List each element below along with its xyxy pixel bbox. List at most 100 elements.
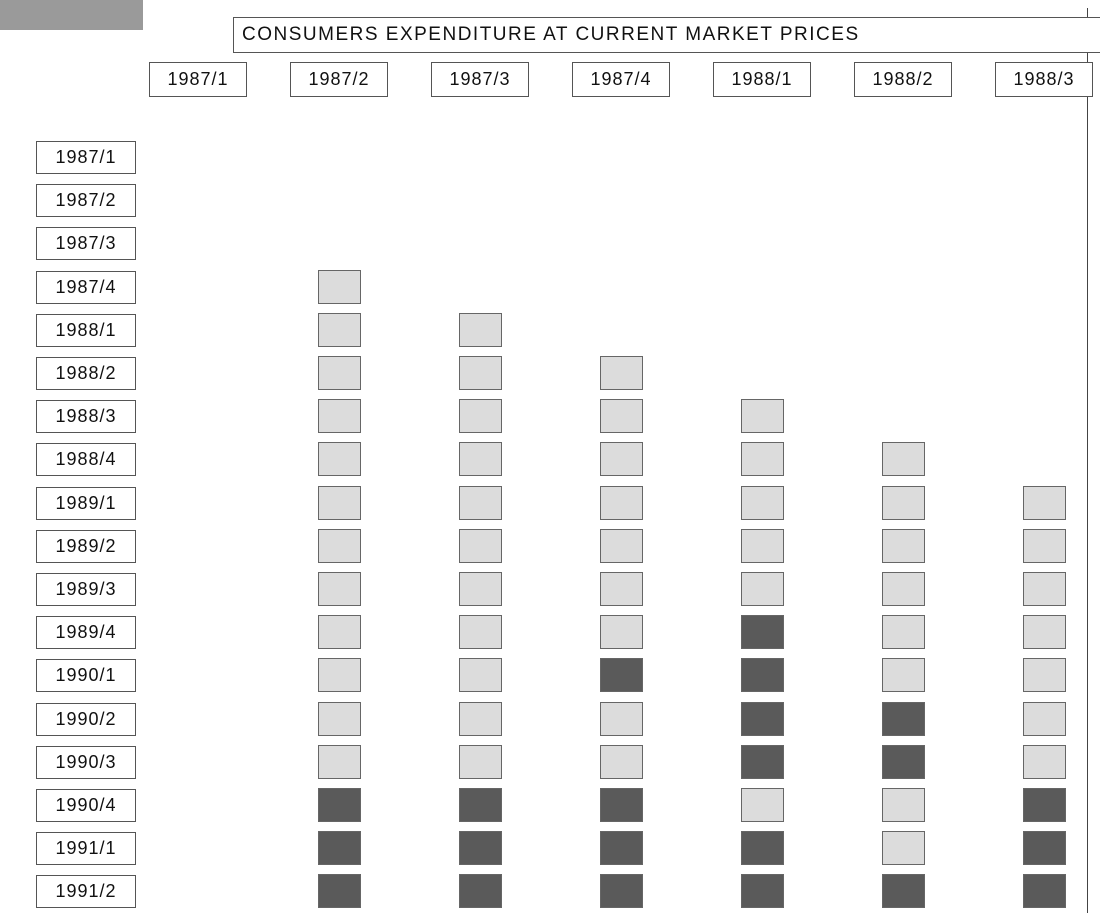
row-label: 1989/3 (36, 573, 136, 606)
row-label: 1990/1 (36, 659, 136, 693)
cell-light (741, 399, 784, 434)
cell-light (882, 485, 925, 520)
cell-light (600, 356, 643, 390)
cell-light (318, 442, 361, 477)
cell-dark (459, 831, 502, 866)
cell-light (600, 528, 643, 563)
cell-light (1023, 572, 1066, 606)
cell-light (882, 831, 925, 866)
cell-light (882, 442, 925, 477)
cell-light (318, 572, 361, 606)
column-label: 1988/2 (854, 62, 952, 97)
row-label: 1990/4 (36, 789, 136, 822)
cell-light (459, 442, 502, 477)
cell-light (600, 399, 643, 434)
cell-light (459, 572, 502, 606)
cell-dark (1023, 788, 1066, 822)
cell-light (318, 658, 361, 693)
row-label: 1991/1 (36, 832, 136, 866)
cell-dark (600, 658, 643, 693)
cell-light (741, 788, 784, 822)
cell-dark (741, 831, 784, 866)
cell-light (459, 528, 502, 563)
title: CONSUMERS EXPENDITURE AT CURRENT MARKET … (233, 17, 1100, 53)
cell-dark (600, 788, 643, 822)
cell-light (459, 658, 502, 693)
cell-dark (741, 615, 784, 650)
cell-light (318, 269, 361, 304)
cell-light (459, 744, 502, 779)
cell-light (318, 615, 361, 650)
cell-light (459, 356, 502, 390)
cell-dark (459, 788, 502, 822)
column-label: 1988/1 (713, 62, 811, 97)
row-label: 1988/1 (36, 313, 136, 347)
cell-dark (1023, 874, 1066, 909)
row-label: 1989/4 (36, 616, 136, 650)
cell-dark (318, 831, 361, 866)
cell-light (600, 572, 643, 606)
cell-dark (1023, 831, 1066, 866)
cell-light (459, 701, 502, 736)
cell-light (600, 485, 643, 520)
cell-light (882, 658, 925, 693)
column-label: 1988/3 (995, 62, 1093, 97)
cell-dark (882, 744, 925, 779)
cell-light (600, 615, 643, 650)
column-label: 1987/2 (290, 62, 388, 97)
cell-light (318, 528, 361, 563)
cell-light (318, 399, 361, 434)
cell-dark (882, 874, 925, 909)
cell-light (741, 572, 784, 606)
cell-dark (600, 831, 643, 866)
cell-dark (600, 874, 643, 909)
row-label: 1991/2 (36, 875, 136, 909)
row-label: 1988/4 (36, 443, 136, 477)
corner-swatch (0, 0, 143, 30)
row-label: 1988/3 (36, 400, 136, 434)
right-border (1087, 8, 1088, 913)
cell-light (318, 312, 361, 347)
row-label: 1987/2 (36, 184, 136, 218)
cell-light (318, 356, 361, 390)
cell-light (741, 485, 784, 520)
cell-light (459, 485, 502, 520)
cell-dark (741, 874, 784, 909)
column-label: 1987/3 (431, 62, 529, 97)
cell-light (741, 528, 784, 563)
cell-dark (459, 874, 502, 909)
cell-light (1023, 615, 1066, 650)
cell-light (1023, 485, 1066, 520)
cell-light (741, 442, 784, 477)
cell-light (882, 788, 925, 822)
cell-light (882, 528, 925, 563)
row-label: 1987/3 (36, 227, 136, 261)
cell-dark (741, 658, 784, 693)
cell-light (600, 442, 643, 477)
cell-light (882, 615, 925, 650)
cell-dark (882, 701, 925, 736)
cell-light (1023, 744, 1066, 779)
cell-light (882, 572, 925, 606)
row-label: 1990/3 (36, 745, 136, 779)
row-label: 1989/2 (36, 529, 136, 563)
cell-dark (318, 788, 361, 822)
cell-light (1023, 701, 1066, 736)
cell-dark (741, 744, 784, 779)
cell-light (318, 485, 361, 520)
cell-light (600, 744, 643, 779)
cell-light (459, 399, 502, 434)
column-label: 1987/4 (572, 62, 670, 97)
row-label: 1987/4 (36, 270, 136, 304)
row-label: 1987/1 (36, 141, 136, 174)
cell-light (1023, 528, 1066, 563)
cell-light (318, 701, 361, 736)
cell-dark (741, 701, 784, 736)
cell-light (459, 312, 502, 347)
row-label: 1988/2 (36, 357, 136, 390)
row-label: 1989/1 (36, 486, 136, 520)
cell-dark (318, 874, 361, 909)
cell-light (600, 701, 643, 736)
cell-light (1023, 658, 1066, 693)
